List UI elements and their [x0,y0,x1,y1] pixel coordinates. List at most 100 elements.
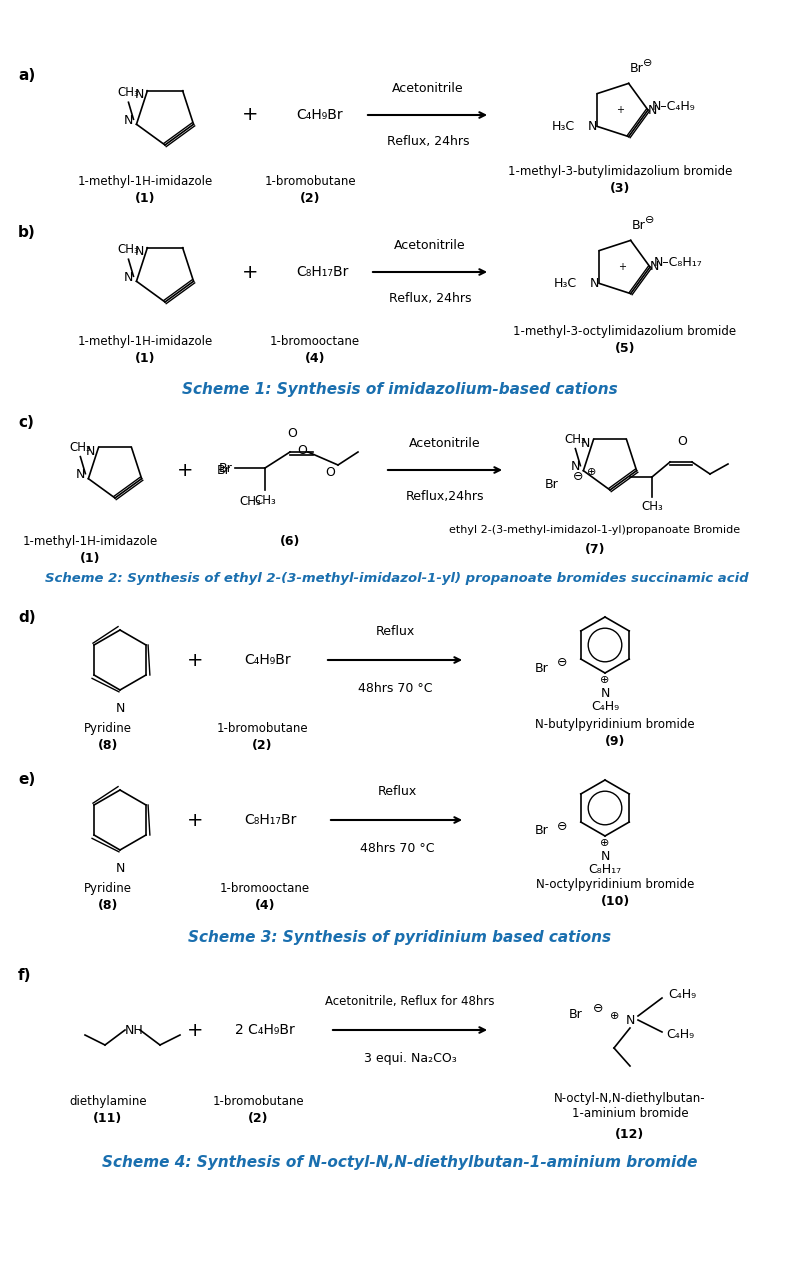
Text: H₃C: H₃C [554,277,577,290]
Text: CH₃: CH₃ [239,495,261,508]
Text: (2): (2) [248,1113,268,1125]
Text: Br: Br [535,824,549,837]
Text: (1): (1) [134,192,155,204]
Text: Br: Br [630,62,644,75]
Text: Acetonitrile: Acetonitrile [394,239,466,251]
Text: a): a) [18,69,35,83]
Text: N: N [581,437,591,450]
Text: N: N [648,103,657,117]
Text: 1-bromobutane: 1-bromobutane [212,1095,304,1107]
Text: N-octyl-N,N-diethylbutan-
1-aminium bromide: N-octyl-N,N-diethylbutan- 1-aminium brom… [554,1092,706,1120]
Text: +: + [187,1021,204,1040]
Text: Br: Br [568,1008,582,1021]
Text: Acetonitrile, Reflux for 48hrs: Acetonitrile, Reflux for 48hrs [325,994,494,1008]
Text: Br: Br [535,662,549,674]
Text: 48hrs 70 °C: 48hrs 70 °C [358,682,432,695]
Text: O: O [297,443,307,456]
Text: Scheme 4: Synthesis of N-octyl-N,N-diethylbutan-1-aminium bromide: Scheme 4: Synthesis of N-octyl-N,N-dieth… [103,1154,698,1170]
Text: ⊖: ⊖ [556,657,567,669]
Text: f): f) [18,968,32,983]
Text: C₈H₁₇Br: C₈H₁₇Br [244,813,297,827]
Text: O: O [287,427,297,439]
Text: (6): (6) [280,535,301,547]
Text: C₄H₉: C₄H₉ [591,700,619,712]
Text: N: N [86,444,95,458]
Text: Acetonitrile: Acetonitrile [392,83,463,95]
Text: Reflux: Reflux [378,785,417,798]
Text: ⊕: ⊕ [611,1011,619,1021]
Text: N: N [600,687,610,700]
Text: c): c) [18,415,34,431]
Text: O: O [677,436,687,448]
Text: N: N [115,862,125,875]
Text: (2): (2) [300,192,320,204]
Text: C₈H₁₇: C₈H₁₇ [588,864,622,876]
Text: +: + [242,105,258,124]
Text: (1): (1) [134,352,155,364]
Text: ⊕: ⊕ [600,674,610,685]
Text: (1): (1) [80,552,100,565]
Text: Scheme 1: Synthesis of imidazolium-based cations: Scheme 1: Synthesis of imidazolium-based… [182,382,618,398]
Text: C₄H₉Br: C₄H₉Br [245,653,291,667]
Text: N: N [124,271,134,283]
Text: 1-bromooctane: 1-bromooctane [220,881,310,895]
Text: C₄H₉: C₄H₉ [666,1027,694,1040]
Text: (8): (8) [98,739,118,752]
Text: 1-bromobutane: 1-bromobutane [264,175,356,188]
Text: N: N [571,460,580,474]
Text: ⊕: ⊕ [600,838,610,848]
Text: 1-methyl-1H-imidazole: 1-methyl-1H-imidazole [22,535,157,547]
Text: ⊖: ⊖ [556,819,567,833]
Text: Pyridine: Pyridine [84,723,132,735]
Text: +: + [187,810,204,829]
Text: (7): (7) [585,544,605,556]
Text: N-butylpyridinium bromide: N-butylpyridinium bromide [535,718,695,732]
Text: CH₃: CH₃ [564,433,586,446]
Text: 3 equi. Na₂CO₃: 3 equi. Na₂CO₃ [363,1052,456,1066]
Text: (4): (4) [304,352,325,364]
Text: +: + [176,461,193,480]
Text: (8): (8) [98,899,118,912]
Text: (3): (3) [610,182,630,196]
Text: N: N [115,702,125,715]
Text: 48hrs 70 °C: 48hrs 70 °C [360,842,434,855]
Text: CH₃: CH₃ [118,86,139,99]
Text: N: N [76,469,85,481]
Text: 1-methyl-3-octylimidazolium bromide: 1-methyl-3-octylimidazolium bromide [514,325,736,338]
Text: N: N [135,88,145,102]
Text: (4): (4) [254,899,275,912]
Text: ethyl 2-(3-methyl-imidazol-1-yl)propanoate Bromide: ethyl 2-(3-methyl-imidazol-1-yl)propanoa… [449,525,741,535]
Text: (5): (5) [615,342,635,356]
Text: N: N [626,1013,634,1026]
Text: CH₃: CH₃ [118,244,139,257]
Text: 1-methyl-3-butylimidazolium bromide: 1-methyl-3-butylimidazolium bromide [508,165,732,178]
Text: Pyridine: Pyridine [84,881,132,895]
Text: ⊕: ⊕ [588,467,597,478]
Text: 1-methyl-1H-imidazole: 1-methyl-1H-imidazole [77,175,212,188]
Text: (12): (12) [615,1128,645,1140]
Text: +: + [618,262,626,272]
Text: +: + [187,650,204,669]
Text: (11): (11) [93,1113,122,1125]
Text: Reflux, 24hrs: Reflux, 24hrs [386,135,469,149]
Text: N–C₄H₉: N–C₄H₉ [652,99,696,113]
Text: (2): (2) [252,739,272,752]
Text: 1-methyl-1H-imidazole: 1-methyl-1H-imidazole [77,335,212,348]
Text: N: N [588,119,597,133]
Text: Acetonitrile: Acetonitrile [409,437,481,450]
Text: 1-bromooctane: 1-bromooctane [270,335,360,348]
Text: O: O [325,466,335,479]
Text: NH: NH [125,1024,144,1036]
Text: CH₃: CH₃ [69,441,91,453]
Text: Reflux: Reflux [375,625,415,638]
Text: N: N [124,114,134,127]
Text: Br: Br [216,464,230,476]
Text: Scheme 3: Synthesis of pyridinium based cations: Scheme 3: Synthesis of pyridinium based … [188,930,611,945]
Text: N–C₈H₁₇: N–C₈H₁₇ [654,257,703,269]
Text: CH₃: CH₃ [254,494,276,507]
Text: Reflux,24hrs: Reflux,24hrs [405,490,484,503]
Text: Br: Br [632,218,646,232]
Text: Scheme 2: Synthesis of ethyl 2-(3-methyl-imidazol-1-yl) propanoate bromides succ: Scheme 2: Synthesis of ethyl 2-(3-methyl… [45,572,749,585]
Text: ⊖: ⊖ [646,215,655,225]
Text: (9): (9) [605,735,625,748]
